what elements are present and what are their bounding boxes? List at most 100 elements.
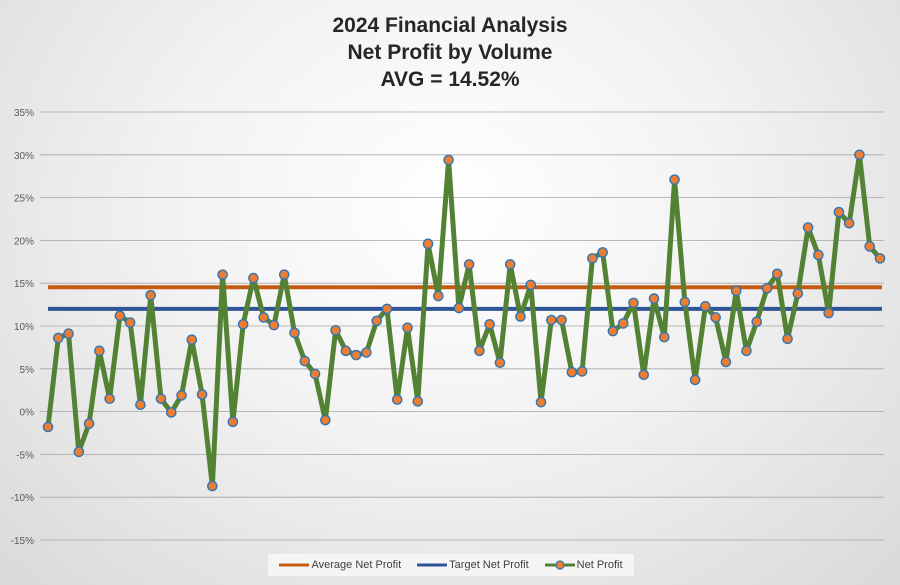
net-profit-line bbox=[45, 152, 882, 489]
legend-item-net-profit: Net Profit bbox=[544, 559, 623, 571]
legend-label-net-profit: Net Profit bbox=[576, 559, 623, 571]
net-profit-point bbox=[761, 283, 773, 294]
net-profit-point bbox=[42, 421, 54, 433]
chart-title-line-2: Net Profit by Volume bbox=[347, 41, 553, 64]
net-profit-point bbox=[658, 331, 670, 343]
net-profit-point bbox=[289, 327, 300, 339]
net-profit-point bbox=[710, 312, 721, 323]
net-profit-point bbox=[802, 222, 814, 233]
y-tick-label: -5% bbox=[16, 450, 34, 461]
net-profit-point bbox=[299, 355, 311, 367]
net-profit-point bbox=[412, 396, 424, 407]
net-profit-point bbox=[340, 345, 352, 357]
net-profit-point bbox=[237, 318, 249, 330]
net-profit-point bbox=[597, 247, 608, 258]
net-profit-point bbox=[258, 312, 270, 323]
net-profit-point bbox=[268, 319, 280, 331]
net-profit-point bbox=[463, 259, 475, 270]
net-profit-point bbox=[196, 389, 208, 400]
net-profit-point bbox=[741, 345, 752, 357]
legend: Average Net Profit Target Net Profit Net… bbox=[268, 554, 634, 576]
net-profit-point bbox=[52, 332, 64, 344]
chart-title-line-1: 2024 Financial Analysis bbox=[332, 14, 568, 37]
net-profit-point bbox=[453, 302, 465, 314]
legend-label-target: Target Net Profit bbox=[449, 559, 529, 571]
net-profit-point bbox=[155, 393, 167, 405]
legend-label-average: Average Net Profit bbox=[311, 559, 402, 571]
net-profit-point bbox=[474, 345, 485, 357]
net-profit-point bbox=[73, 446, 85, 458]
y-axis-tick-labels: 35% 30% 25% 20% 15% 10% 5% 0% -5% -10% -15% bbox=[11, 108, 34, 547]
net-profit-point bbox=[94, 345, 105, 357]
net-profit-point bbox=[689, 374, 701, 386]
net-profit-point bbox=[535, 396, 547, 408]
y-tick-label: 10% bbox=[14, 322, 34, 333]
net-profit-point bbox=[576, 366, 588, 377]
y-tick-label: 30% bbox=[14, 151, 34, 162]
net-profit-point bbox=[278, 269, 290, 280]
series-markers bbox=[42, 149, 886, 492]
y-tick-label: 25% bbox=[14, 194, 34, 205]
net-profit-point bbox=[843, 217, 855, 229]
net-profit-point bbox=[823, 307, 834, 319]
y-tick-label: 0% bbox=[20, 408, 35, 419]
gridlines bbox=[40, 111, 884, 541]
net-profit-point bbox=[443, 154, 454, 166]
net-profit-point bbox=[628, 297, 639, 309]
net-profit-point bbox=[792, 288, 804, 299]
net-profit-point bbox=[371, 315, 382, 327]
net-profit-point bbox=[176, 390, 187, 401]
net-profit-point bbox=[607, 325, 619, 337]
net-profit-point bbox=[730, 285, 742, 297]
net-profit-point bbox=[617, 318, 629, 329]
net-profit-point bbox=[381, 303, 393, 315]
net-profit-point bbox=[114, 310, 126, 322]
net-profit-point bbox=[145, 289, 157, 301]
net-profit-point bbox=[309, 368, 321, 380]
net-profit-point bbox=[320, 414, 331, 426]
net-profit-point bbox=[124, 317, 136, 328]
net-profit-point bbox=[771, 268, 783, 280]
net-profit-point bbox=[720, 356, 732, 368]
y-tick-label: -15% bbox=[11, 536, 34, 547]
y-tick-label: 35% bbox=[14, 108, 34, 119]
net-profit-point bbox=[63, 328, 74, 340]
net-profit-point bbox=[669, 174, 680, 185]
net-profit-point bbox=[422, 238, 434, 250]
net-profit-point bbox=[227, 416, 239, 428]
y-tick-label: 20% bbox=[14, 236, 34, 247]
chart-title: 2024 Financial Analysis Net Profit by Vo… bbox=[0, 12, 900, 93]
net-profit-point bbox=[391, 394, 403, 405]
net-profit-point bbox=[556, 314, 567, 326]
net-profit-point bbox=[751, 316, 763, 328]
net-profit-point bbox=[165, 407, 177, 418]
net-profit-point bbox=[330, 324, 341, 336]
net-profit-point bbox=[587, 253, 598, 264]
legend-item-average: Average Net Profit bbox=[279, 559, 401, 571]
net-profit-point bbox=[874, 253, 886, 264]
chart-title-line-3: AVG = 14.52% bbox=[380, 68, 520, 91]
net-profit-point bbox=[833, 206, 845, 218]
net-profit-point bbox=[854, 149, 865, 161]
net-profit-point bbox=[782, 333, 793, 345]
net-profit-point bbox=[864, 241, 876, 252]
net-profit-point bbox=[525, 279, 537, 291]
legend-swatch-net-profit bbox=[544, 560, 575, 570]
net-profit-point bbox=[361, 347, 372, 358]
y-tick-label: -10% bbox=[11, 493, 34, 504]
net-profit-point bbox=[504, 259, 516, 270]
net-profit-point bbox=[104, 393, 115, 405]
legend-item-target: Target Net Profit bbox=[417, 559, 529, 571]
net-profit-point bbox=[546, 314, 557, 326]
legend-swatch-target bbox=[417, 563, 448, 567]
net-profit-point bbox=[402, 322, 413, 334]
net-profit-point bbox=[679, 296, 691, 308]
net-profit-point bbox=[494, 357, 506, 369]
net-profit-point bbox=[217, 269, 228, 280]
net-profit-point bbox=[484, 318, 495, 330]
net-profit-point bbox=[186, 334, 198, 345]
net-profit-point bbox=[700, 301, 711, 312]
net-profit-point bbox=[648, 293, 660, 304]
